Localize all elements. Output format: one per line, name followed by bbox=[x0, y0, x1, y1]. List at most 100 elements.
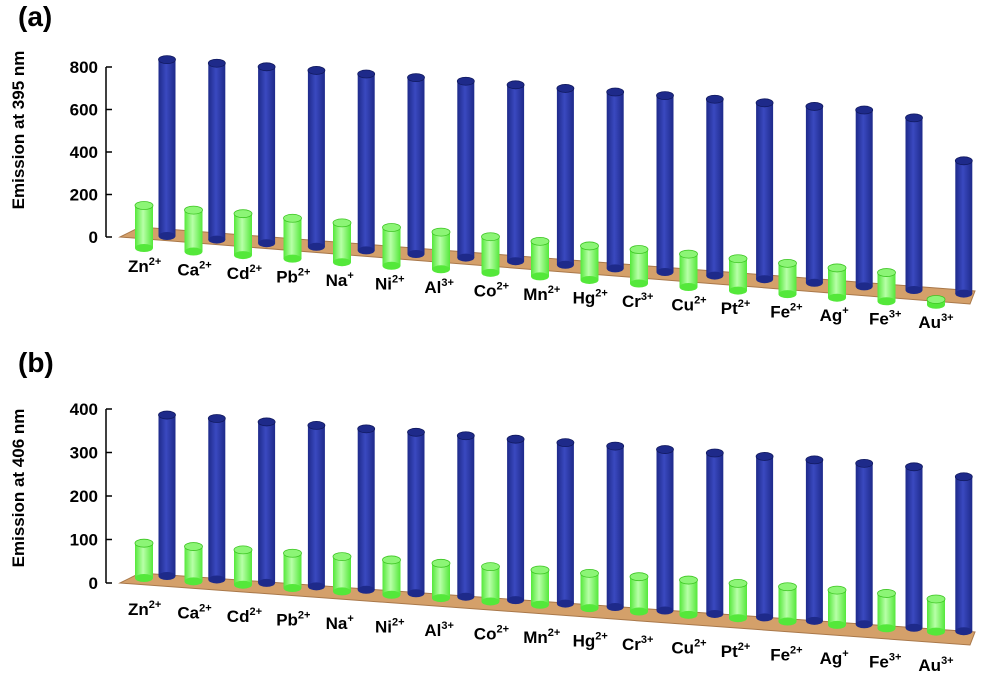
y-tick-label: 200 bbox=[70, 487, 98, 506]
y-tick-label: 400 bbox=[70, 143, 98, 162]
bar bbox=[283, 548, 302, 593]
category-label: Na+ bbox=[326, 270, 354, 290]
bar bbox=[382, 223, 401, 270]
bar bbox=[158, 410, 176, 580]
category-label: Cd2+ bbox=[227, 606, 262, 626]
category-label: Cu2+ bbox=[671, 295, 706, 315]
category-label: Cu2+ bbox=[671, 638, 706, 658]
bar bbox=[382, 555, 401, 599]
bar bbox=[556, 438, 575, 608]
y-tick-label: 300 bbox=[70, 444, 98, 463]
category-label: Pb2+ bbox=[276, 610, 310, 630]
bar bbox=[530, 565, 550, 609]
bar bbox=[629, 245, 649, 288]
bar bbox=[679, 575, 698, 619]
category-label: Ni2+ bbox=[375, 617, 405, 637]
category-label: Mn2+ bbox=[523, 284, 560, 304]
panel-label: (b) bbox=[18, 347, 54, 378]
bar bbox=[705, 94, 724, 280]
bar bbox=[855, 105, 874, 291]
bar bbox=[905, 113, 923, 294]
bar bbox=[207, 58, 226, 244]
y-tick-label: 400 bbox=[70, 400, 98, 419]
category-label: Co2+ bbox=[474, 624, 509, 644]
bar bbox=[656, 91, 674, 276]
bar bbox=[456, 76, 475, 262]
panel-label: (a) bbox=[18, 1, 52, 32]
bar bbox=[207, 414, 226, 584]
y-tick-label: 100 bbox=[70, 531, 98, 550]
category-label: Ni2+ bbox=[375, 274, 405, 294]
y-axis-title: Emission at 406 nm bbox=[9, 409, 28, 568]
y-tick-label: 600 bbox=[70, 101, 98, 120]
bar bbox=[481, 562, 500, 606]
y-axis-title: Emission at 395 nm bbox=[9, 51, 28, 210]
bar bbox=[728, 254, 748, 295]
y-tick-label: 0 bbox=[89, 228, 98, 247]
bar bbox=[506, 80, 525, 266]
bar bbox=[332, 218, 352, 267]
bar bbox=[580, 568, 599, 613]
category-label: Co2+ bbox=[474, 281, 509, 301]
panel-a: (a) Emission at 395 nm 0 200 400 600 800 Zn2+ Ca… bbox=[9, 1, 976, 332]
bar bbox=[827, 263, 847, 302]
bar bbox=[877, 589, 896, 633]
bar bbox=[357, 69, 376, 255]
category-label: Ag+ bbox=[820, 648, 849, 668]
y-tick-label: 800 bbox=[70, 58, 98, 77]
y-tick-label: 0 bbox=[89, 574, 98, 593]
bar bbox=[805, 455, 824, 625]
category-label: Pt2+ bbox=[721, 298, 751, 318]
category-label: Ca2+ bbox=[177, 603, 211, 623]
category-label: Fe2+ bbox=[770, 302, 802, 322]
bar bbox=[307, 66, 326, 251]
category-label: Al3+ bbox=[424, 620, 454, 640]
category-label: Cr3+ bbox=[622, 291, 653, 311]
bar bbox=[954, 472, 973, 636]
bar bbox=[877, 268, 896, 306]
bar bbox=[184, 542, 203, 586]
category-label: Na+ bbox=[326, 613, 354, 633]
category-label: Ag+ bbox=[820, 305, 849, 325]
bar bbox=[629, 572, 649, 616]
bar bbox=[556, 84, 575, 269]
category-label: Pb2+ bbox=[276, 267, 310, 287]
bar bbox=[778, 258, 797, 299]
bar bbox=[233, 545, 253, 589]
bar bbox=[656, 445, 674, 615]
category-label: Cr3+ bbox=[622, 634, 653, 654]
bar bbox=[827, 585, 847, 629]
bar bbox=[580, 241, 599, 284]
bar bbox=[134, 538, 154, 582]
bar bbox=[755, 452, 774, 622]
bar bbox=[456, 431, 475, 601]
bar bbox=[431, 558, 451, 603]
bar bbox=[407, 427, 425, 598]
bar bbox=[679, 249, 698, 292]
bar bbox=[134, 201, 154, 252]
bar bbox=[506, 434, 525, 605]
bar bbox=[954, 156, 973, 298]
bar bbox=[184, 205, 203, 256]
category-label: Hg2+ bbox=[573, 288, 608, 308]
bar bbox=[307, 420, 326, 591]
bar bbox=[357, 424, 376, 594]
bar bbox=[407, 73, 425, 258]
panel-b: (b) Emission at 406 nm 0 100 200 300 400 Zn2+ Ca… bbox=[9, 347, 976, 675]
category-label: Cd2+ bbox=[227, 263, 262, 283]
bar bbox=[855, 458, 874, 629]
category-label: Au3+ bbox=[918, 655, 953, 675]
category-label: Mn2+ bbox=[523, 627, 560, 647]
y-tick-label: 200 bbox=[70, 186, 98, 205]
bar bbox=[606, 441, 625, 612]
bar bbox=[705, 448, 724, 618]
category-label: Zn2+ bbox=[128, 256, 161, 276]
bar bbox=[257, 62, 276, 248]
bar bbox=[158, 55, 176, 240]
bar bbox=[778, 582, 797, 626]
bar bbox=[283, 213, 302, 263]
category-label: Fe3+ bbox=[869, 309, 901, 329]
bar bbox=[257, 417, 276, 587]
category-label: Fe3+ bbox=[869, 652, 901, 672]
category-label: Zn2+ bbox=[128, 599, 161, 619]
